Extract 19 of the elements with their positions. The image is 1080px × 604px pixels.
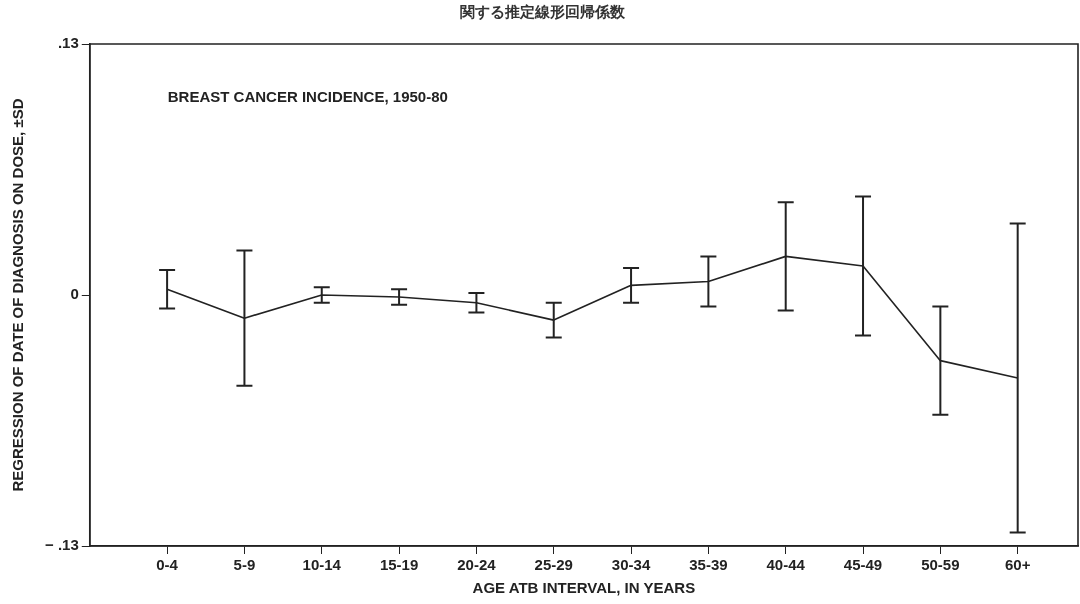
- y-tick-label: 0: [70, 285, 79, 303]
- x-tick-label: 10-14: [302, 556, 342, 574]
- x-tick-label: 25-29: [534, 556, 573, 574]
- y-tick-label: .13: [57, 34, 79, 52]
- y-axis-title: REGRESSION OF DATE OF DIAGNOSIS ON DOSE, ±SD: [9, 98, 27, 492]
- x-tick-label: 5-9: [233, 556, 256, 574]
- x-axis-title: AGE ATB INTERVAL, IN YEARS: [472, 579, 696, 597]
- chart-title: 関する推定線形回帰係数: [459, 3, 626, 22]
- annotation: BREAST CANCER INCIDENCE, 1950-80: [167, 87, 448, 105]
- x-tick-label: 40-44: [766, 556, 806, 574]
- x-tick-label: 50-59: [921, 556, 960, 574]
- x-tick-label: 30-34: [611, 556, 651, 574]
- x-tick-label: 45-49: [843, 556, 883, 574]
- x-tick-label: 35-39: [689, 556, 728, 574]
- x-tick-label: 15-19: [379, 556, 419, 574]
- x-tick-label: 0-4: [156, 556, 179, 574]
- y-tick-label: − .13: [45, 536, 79, 554]
- x-tick-label: 20-24: [457, 556, 497, 574]
- x-tick-label: 60+: [1004, 556, 1031, 574]
